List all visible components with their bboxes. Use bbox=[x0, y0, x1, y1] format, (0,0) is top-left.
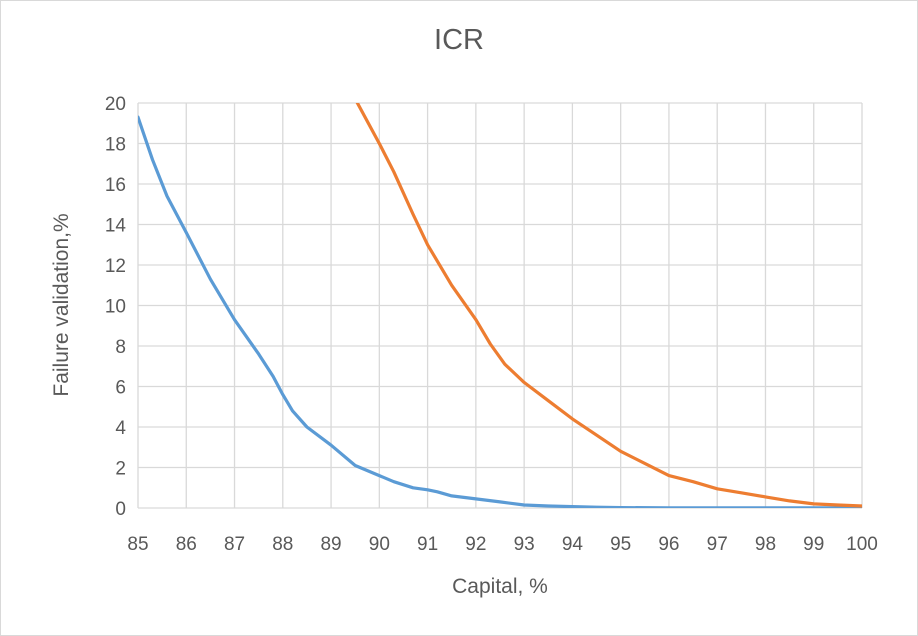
y-tick-label: 20 bbox=[105, 94, 126, 115]
y-tick-label: 18 bbox=[105, 135, 126, 156]
series-lines bbox=[138, 103, 862, 508]
x-tick-label: 96 bbox=[658, 534, 679, 555]
x-tick-label: 88 bbox=[272, 534, 293, 555]
y-tick-label: 14 bbox=[105, 216, 127, 237]
y-tick-label: 6 bbox=[115, 378, 126, 399]
x-tick-label: 97 bbox=[707, 534, 728, 555]
y-tick-label: 0 bbox=[115, 499, 126, 520]
y-tick-label: 12 bbox=[105, 256, 126, 277]
x-tick-label: 100 bbox=[846, 534, 878, 555]
y-tick-label: 16 bbox=[105, 175, 126, 196]
y-tick-label: 4 bbox=[115, 418, 126, 439]
chart-title: ICR bbox=[434, 24, 484, 56]
tick-labels: 0 2 4 6 8 10 12 14 16 18 20 85 86 87 88 89 90 91 92 93 94 95 9… bbox=[105, 94, 878, 555]
x-tick-label: 98 bbox=[755, 534, 776, 555]
gridlines bbox=[137, 102, 863, 509]
y-tick-label: 10 bbox=[105, 297, 126, 318]
x-axis-title-text: Capital, % bbox=[452, 575, 548, 598]
x-tick-label: 90 bbox=[369, 534, 390, 555]
x-tick-label: 92 bbox=[465, 534, 486, 555]
x-tick-label: 87 bbox=[224, 534, 245, 555]
x-tick-label: 86 bbox=[176, 534, 197, 555]
y-tick-label: 8 bbox=[115, 337, 126, 358]
x-tick-label: 95 bbox=[610, 534, 631, 555]
series-line-1 bbox=[138, 115, 862, 508]
x-tick-label: 89 bbox=[320, 534, 341, 555]
series-line-2 bbox=[355, 103, 862, 508]
x-tick-label: 91 bbox=[417, 534, 438, 555]
y-axis-title-text: Failure validation,% bbox=[50, 213, 73, 397]
x-tick-label: 99 bbox=[803, 534, 824, 555]
x-tick-label: 85 bbox=[127, 534, 148, 555]
x-tick-label: 93 bbox=[514, 534, 535, 555]
x-axis-title: Capital, % bbox=[0, 575, 918, 599]
y-tick-label: 2 bbox=[115, 459, 126, 480]
x-tick-label: 94 bbox=[562, 534, 584, 555]
